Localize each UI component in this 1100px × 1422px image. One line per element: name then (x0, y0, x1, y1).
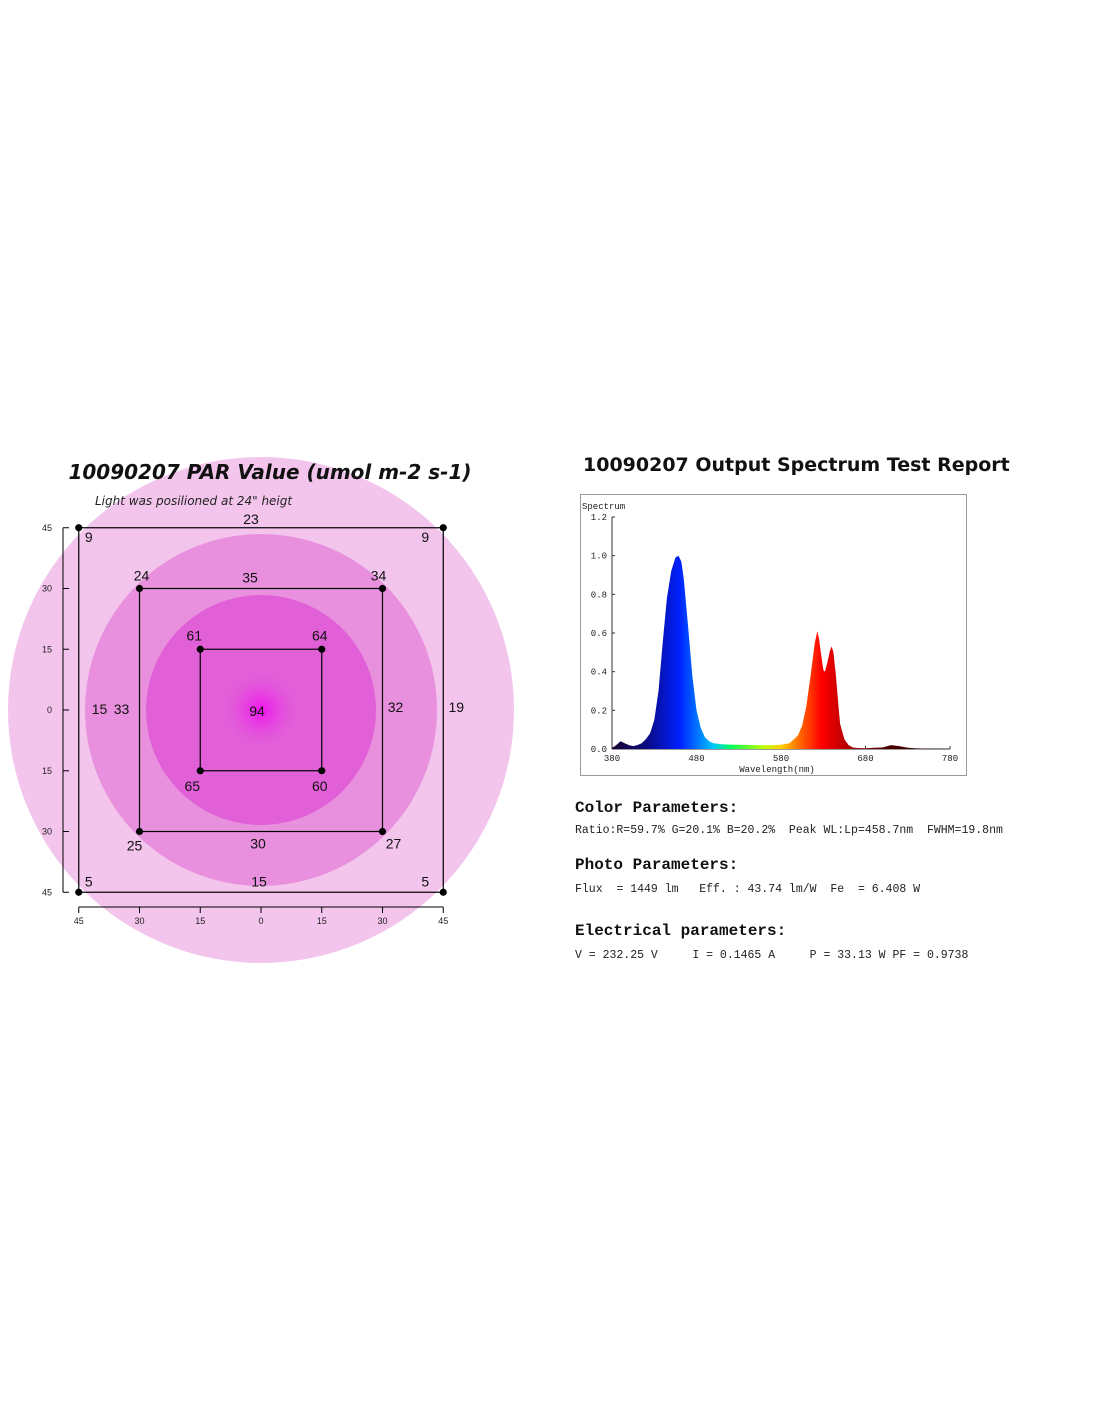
par-value-label: 5 (85, 873, 93, 889)
par-value-label: 64 (312, 627, 328, 643)
spectrum-x-axis-label: Wavelength(nm) (739, 765, 815, 775)
corner-dot (378, 584, 387, 593)
corner-dot (378, 827, 387, 836)
spectrum-x-tick-label: 480 (688, 754, 704, 764)
spectrum-y-tick-label: 0.6 (591, 629, 607, 639)
spectrum-x-tick-label: 780 (942, 754, 958, 764)
par-value-label: 60 (312, 778, 328, 794)
x-tick-label: 45 (438, 916, 448, 926)
y-tick-label: 15 (42, 766, 52, 776)
spectrum-axes: 0.0 0.2 0.4 0.6 0.8 1.0 1.2 380 480 580 680 780 (591, 513, 958, 764)
x-tick-label: 0 (258, 916, 263, 926)
x-tick-label: 45 (74, 916, 84, 926)
par-value-label: 30 (250, 836, 266, 852)
grid-square-30 (138, 587, 384, 833)
spectrum-chart-frame: Spectrum Wavelength(nm) 0.0 0.2 0.4 0.6 0.8 1… (580, 494, 967, 776)
par-chart-subtitle: Light was posilioned at 24" heigt (95, 494, 293, 508)
par-grid-squares (75, 524, 447, 896)
spectrum-area (612, 555, 950, 749)
par-value-label: 34 (371, 568, 387, 584)
photo-parameters-heading: Photo Parameters: (575, 856, 739, 874)
y-tick-label: 30 (42, 584, 52, 594)
par-axes: 45 30 15 0 15 30 45 45 30 15 0 15 30 45 (42, 523, 448, 926)
electrical-parameters-heading: Electrical parameters: (575, 922, 787, 940)
photo-parameters-values: Flux = 1449 lm Eff. : 43.74 lm/W Fe = 6.… (575, 883, 921, 896)
par-chart: 45 30 15 0 15 30 45 45 30 15 0 15 30 45 9 23 9 24 35 34 61 6… (8, 457, 514, 963)
par-value-label: 15 (251, 873, 267, 889)
spectrum-y-axis-label: Spectrum (582, 502, 625, 512)
par-value-label: 32 (388, 699, 404, 715)
y-tick-label: 45 (42, 523, 52, 533)
y-tick-label: 45 (42, 887, 52, 897)
spectrum-report-title: 10090207 Output Spectrum Test Report (583, 454, 1010, 476)
x-tick-label: 30 (134, 916, 144, 926)
spectrum-chart: Spectrum Wavelength(nm) 0.0 0.2 0.4 0.6 0.8 1… (582, 502, 958, 775)
center-glow (219, 668, 303, 752)
par-value-label: 23 (243, 511, 259, 527)
corner-dot (318, 767, 326, 775)
x-tick-label: 30 (377, 916, 387, 926)
spectrum-x-tick-label: 580 (773, 754, 789, 764)
corner-dot (75, 524, 83, 532)
par-value-label: 9 (85, 529, 93, 545)
electrical-parameters-values: V = 232.25 V I = 0.1465 A P = 33.13 W PF… (575, 949, 969, 962)
grid-square-15 (199, 648, 323, 772)
grid-square-45 (78, 527, 444, 893)
corner-dot (439, 888, 447, 896)
spectrum-y-tick-label: 0.8 (591, 590, 607, 600)
color-parameters-heading: Color Parameters: (575, 799, 739, 817)
corner-dot (196, 767, 204, 775)
spectrum-y-tick-label: 1.2 (591, 513, 607, 523)
par-value-label: 15 (92, 701, 108, 717)
spectrum-y-tick-label: 0.4 (591, 668, 607, 678)
par-value-labels: 9 23 9 24 35 34 61 64 15 33 94 32 19 65 60 25 30 27 5 15 5 (85, 511, 464, 890)
corner-dot (75, 888, 83, 896)
par-value-label: 19 (448, 699, 464, 715)
par-intensity-rings (8, 457, 514, 963)
corner-dot (439, 524, 447, 532)
par-value-label: 65 (184, 778, 200, 794)
y-tick-label: 30 (42, 827, 52, 837)
spectrum-y-tick-label: 0.2 (591, 706, 607, 716)
corner-dot (135, 584, 144, 593)
par-value-label: 35 (242, 570, 258, 586)
par-value-label: 94 (249, 703, 265, 719)
corner-dot (135, 827, 144, 836)
par-chart-title: 10090207 PAR Value (umol m-2 s-1) (68, 460, 472, 484)
par-value-label: 27 (386, 836, 402, 852)
spectrum-x-tick-label: 380 (604, 754, 620, 764)
corner-dot (318, 645, 326, 653)
spectrum-series (612, 555, 950, 749)
corner-dot (196, 645, 204, 653)
par-value-label: 25 (127, 838, 143, 854)
par-value-label: 33 (114, 701, 130, 717)
x-tick-label: 15 (195, 916, 205, 926)
par-value-label: 61 (186, 627, 202, 643)
par-value-label: 9 (421, 529, 429, 545)
spectrum-y-tick-label: 0.0 (591, 745, 607, 755)
par-value-label: 5 (421, 873, 429, 889)
y-tick-label: 15 (42, 644, 52, 654)
spectrum-y-tick-label: 1.0 (591, 552, 607, 562)
y-tick-label: 0 (47, 705, 52, 715)
par-value-label: 24 (134, 568, 150, 584)
x-tick-label: 15 (317, 916, 327, 926)
spectrum-x-tick-label: 680 (857, 754, 873, 764)
color-parameters-values: Ratio:R=59.7% G=20.1% B=20.2% Peak WL:Lp… (575, 824, 1003, 837)
